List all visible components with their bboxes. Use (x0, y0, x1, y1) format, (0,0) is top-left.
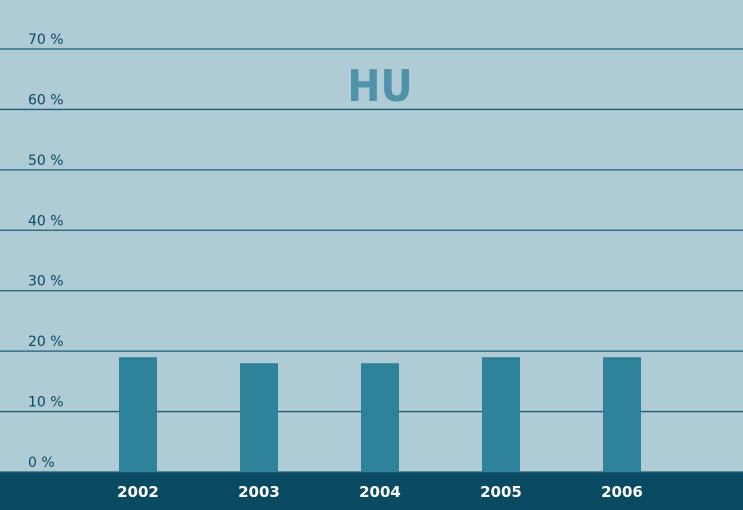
y-tick-label: 10 % (28, 395, 64, 411)
y-tick-label: 30 % (28, 274, 64, 290)
y-tick-label: 0 % (28, 455, 55, 471)
x-tick-label: 2004 (359, 483, 401, 501)
y-tick-label: 20 % (28, 334, 64, 350)
y-tick-label: 50 % (28, 153, 64, 169)
x-tick-label: 2005 (480, 483, 522, 501)
y-tick-label: 40 % (28, 213, 64, 229)
bar (119, 357, 157, 472)
category-band (0, 472, 743, 510)
bar (361, 363, 399, 472)
x-tick-label: 2003 (238, 483, 280, 501)
y-tick-label: 70 % (28, 32, 64, 48)
y-tick-label: 60 % (28, 92, 64, 108)
bar (482, 357, 520, 472)
bar (240, 363, 278, 472)
x-tick-label: 2002 (117, 483, 159, 501)
bar (603, 357, 641, 472)
x-tick-label: 2006 (601, 483, 643, 501)
chart-title: HU (347, 61, 412, 112)
